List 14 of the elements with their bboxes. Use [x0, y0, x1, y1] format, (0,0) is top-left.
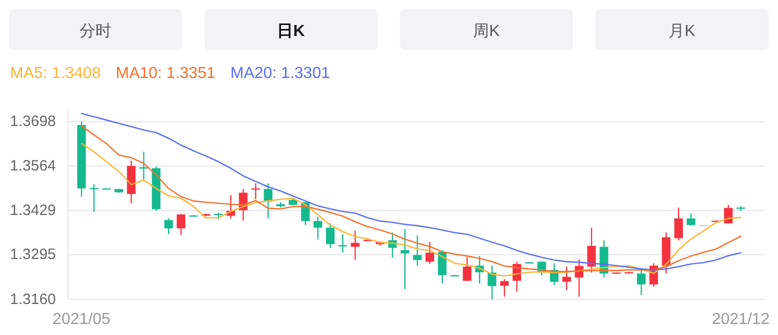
text: MA5: 1.3408	[10, 65, 101, 82]
tab: 分时	[9, 9, 182, 50]
y-tick-label: 1.3160	[10, 290, 56, 308]
text: MA20: 1.3301	[230, 65, 330, 82]
y-tick-label: 1.3295	[10, 246, 56, 264]
tab: 日K	[204, 9, 378, 50]
text: MA10: 1.3351	[116, 65, 216, 82]
tab: 周K	[400, 9, 573, 50]
x-tick-label: 2021/05	[52, 311, 111, 328]
y-tick-label: 1.3564	[10, 157, 56, 174]
y-tick-label: 1.3429	[10, 202, 56, 220]
x-tick-label: 2021/12	[712, 311, 770, 328]
y-tick-label: 1.3698	[10, 113, 56, 130]
tab: 月K	[596, 9, 768, 50]
